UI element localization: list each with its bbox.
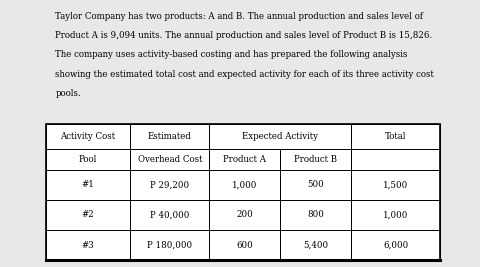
Bar bbox=[46, 124, 439, 260]
Text: Product A: Product A bbox=[223, 155, 266, 164]
Bar bbox=[46, 170, 130, 200]
Bar bbox=[46, 124, 130, 149]
Text: 6,000: 6,000 bbox=[383, 241, 408, 250]
Text: P 180,000: P 180,000 bbox=[147, 241, 192, 250]
Bar bbox=[130, 170, 209, 200]
Text: #2: #2 bbox=[82, 210, 94, 219]
Bar bbox=[46, 200, 130, 230]
Bar bbox=[130, 200, 209, 230]
Bar bbox=[350, 149, 439, 170]
Bar bbox=[280, 149, 350, 170]
Text: #3: #3 bbox=[82, 241, 94, 250]
Text: The company uses activity-based costing and has prepared the following analysis: The company uses activity-based costing … bbox=[55, 50, 407, 60]
Bar bbox=[46, 230, 130, 260]
Text: Expected Activity: Expected Activity bbox=[242, 132, 318, 141]
Text: pools.: pools. bbox=[55, 89, 81, 98]
Text: 500: 500 bbox=[307, 180, 324, 189]
Bar bbox=[280, 230, 350, 260]
Text: 800: 800 bbox=[307, 210, 324, 219]
Text: Overhead Cost: Overhead Cost bbox=[137, 155, 202, 164]
Bar bbox=[209, 170, 280, 200]
Text: Pool: Pool bbox=[79, 155, 97, 164]
Bar bbox=[130, 149, 209, 170]
Bar bbox=[130, 230, 209, 260]
Bar bbox=[350, 124, 439, 149]
Bar bbox=[350, 200, 439, 230]
Bar bbox=[209, 200, 280, 230]
Bar bbox=[209, 149, 280, 170]
Text: Activity Cost: Activity Cost bbox=[60, 132, 115, 141]
Bar bbox=[209, 124, 350, 149]
Bar bbox=[130, 124, 209, 149]
Bar bbox=[46, 149, 130, 170]
Text: #1: #1 bbox=[82, 180, 95, 189]
Text: 1,000: 1,000 bbox=[232, 180, 257, 189]
Bar bbox=[280, 200, 350, 230]
Text: Total: Total bbox=[384, 132, 406, 141]
Text: 1,500: 1,500 bbox=[383, 180, 408, 189]
Text: showing the estimated total cost and expected activity for each of its three act: showing the estimated total cost and exp… bbox=[55, 70, 433, 79]
Text: Product A is 9,094 units. The annual production and sales level of Product B is : Product A is 9,094 units. The annual pro… bbox=[55, 31, 432, 40]
Bar bbox=[350, 170, 439, 200]
Text: P 40,000: P 40,000 bbox=[150, 210, 189, 219]
Bar bbox=[209, 230, 280, 260]
Text: Estimated: Estimated bbox=[148, 132, 192, 141]
Text: Taylor Company has two products: A and B. The annual production and sales level : Taylor Company has two products: A and B… bbox=[55, 12, 422, 21]
Bar bbox=[350, 230, 439, 260]
Text: 600: 600 bbox=[236, 241, 253, 250]
Text: Product B: Product B bbox=[294, 155, 336, 164]
Text: 1,000: 1,000 bbox=[382, 210, 408, 219]
Bar bbox=[280, 170, 350, 200]
Text: 5,400: 5,400 bbox=[303, 241, 328, 250]
Text: 200: 200 bbox=[236, 210, 253, 219]
Text: P 29,200: P 29,200 bbox=[150, 180, 189, 189]
